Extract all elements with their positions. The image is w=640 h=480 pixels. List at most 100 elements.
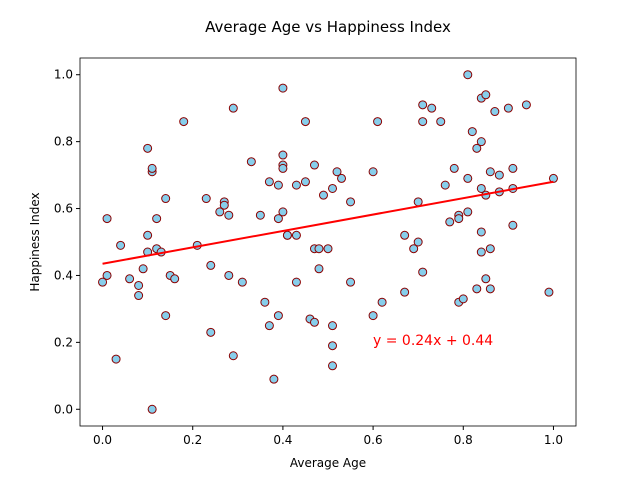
point bbox=[291, 277, 301, 287]
point bbox=[264, 177, 274, 187]
y-axis-label: Happiness Index bbox=[28, 192, 42, 291]
x-tick-label: 0.0 bbox=[93, 433, 112, 447]
point bbox=[346, 197, 356, 207]
point bbox=[161, 194, 171, 204]
point bbox=[161, 311, 171, 321]
point bbox=[476, 227, 486, 237]
x-tick-label: 0.2 bbox=[183, 433, 202, 447]
point bbox=[476, 247, 486, 257]
point bbox=[544, 287, 554, 297]
trend-line bbox=[102, 180, 554, 265]
point bbox=[300, 117, 310, 127]
point bbox=[206, 327, 216, 337]
point bbox=[255, 210, 265, 220]
y-tick-label: 0.4 bbox=[54, 268, 73, 282]
point bbox=[481, 90, 491, 100]
point bbox=[278, 207, 288, 217]
point bbox=[485, 284, 495, 294]
point bbox=[418, 117, 428, 127]
point bbox=[147, 404, 157, 414]
point bbox=[445, 217, 455, 227]
point bbox=[508, 163, 518, 173]
y-tick-label: 0.0 bbox=[54, 402, 73, 416]
point bbox=[400, 287, 410, 297]
point bbox=[323, 244, 333, 254]
point bbox=[125, 274, 135, 284]
point bbox=[467, 127, 477, 137]
point bbox=[368, 167, 378, 177]
point bbox=[472, 143, 482, 153]
point bbox=[377, 297, 387, 307]
point bbox=[170, 274, 180, 284]
point bbox=[134, 291, 144, 301]
point bbox=[494, 170, 504, 180]
point bbox=[548, 173, 558, 183]
point bbox=[413, 237, 423, 247]
point bbox=[134, 280, 144, 290]
point bbox=[300, 177, 310, 187]
point bbox=[138, 264, 148, 274]
point bbox=[332, 167, 342, 177]
point bbox=[291, 180, 301, 190]
point bbox=[228, 351, 238, 361]
point bbox=[224, 210, 234, 220]
point bbox=[201, 194, 211, 204]
point bbox=[309, 160, 319, 170]
point bbox=[278, 150, 288, 160]
point bbox=[318, 190, 328, 200]
x-tick-label: 0.6 bbox=[364, 433, 383, 447]
point bbox=[476, 137, 486, 147]
point bbox=[346, 277, 356, 287]
point bbox=[206, 260, 216, 270]
point bbox=[485, 244, 495, 254]
point bbox=[278, 83, 288, 93]
point bbox=[328, 361, 338, 371]
point bbox=[409, 244, 419, 254]
point bbox=[400, 230, 410, 240]
point bbox=[503, 103, 513, 113]
point bbox=[463, 207, 473, 217]
point bbox=[273, 214, 283, 224]
point bbox=[314, 244, 324, 254]
chart-title: Average Age vs Happiness Index bbox=[205, 18, 451, 36]
point bbox=[309, 317, 319, 327]
point bbox=[215, 207, 225, 217]
point bbox=[490, 107, 500, 117]
y-tick-label: 0.6 bbox=[54, 202, 73, 216]
point bbox=[98, 277, 108, 287]
point bbox=[246, 157, 256, 167]
point bbox=[228, 103, 238, 113]
point bbox=[269, 374, 279, 384]
point bbox=[418, 100, 428, 110]
point bbox=[116, 240, 126, 250]
point bbox=[260, 297, 270, 307]
trend-label: y = 0.24x + 0.44 bbox=[373, 333, 493, 349]
x-tick-label: 0.8 bbox=[454, 433, 473, 447]
point bbox=[102, 214, 112, 224]
point bbox=[458, 294, 468, 304]
x-axis-label: Average Age bbox=[290, 456, 366, 470]
point bbox=[278, 163, 288, 173]
point bbox=[413, 197, 423, 207]
point bbox=[291, 230, 301, 240]
point bbox=[337, 173, 347, 183]
point bbox=[449, 163, 459, 173]
point bbox=[143, 230, 153, 240]
point bbox=[427, 103, 437, 113]
point bbox=[481, 274, 491, 284]
point bbox=[521, 100, 531, 110]
point bbox=[454, 214, 464, 224]
x-tick-label: 1.0 bbox=[544, 433, 563, 447]
x-tick-label: 0.4 bbox=[273, 433, 292, 447]
point bbox=[485, 167, 495, 177]
point bbox=[472, 284, 482, 294]
point bbox=[328, 341, 338, 351]
point bbox=[328, 321, 338, 331]
point bbox=[463, 70, 473, 80]
point bbox=[152, 214, 162, 224]
point bbox=[237, 277, 247, 287]
point bbox=[273, 180, 283, 190]
point bbox=[418, 267, 428, 277]
